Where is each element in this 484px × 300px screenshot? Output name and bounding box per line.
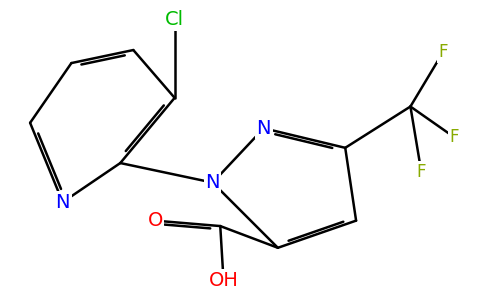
Text: O: O <box>148 211 163 230</box>
Text: N: N <box>205 173 220 192</box>
Text: Cl: Cl <box>165 10 184 29</box>
Text: F: F <box>417 163 426 181</box>
Text: F: F <box>439 43 448 61</box>
Text: N: N <box>257 119 271 138</box>
Text: N: N <box>56 193 70 212</box>
Text: OH: OH <box>209 271 239 290</box>
Text: F: F <box>449 128 459 146</box>
